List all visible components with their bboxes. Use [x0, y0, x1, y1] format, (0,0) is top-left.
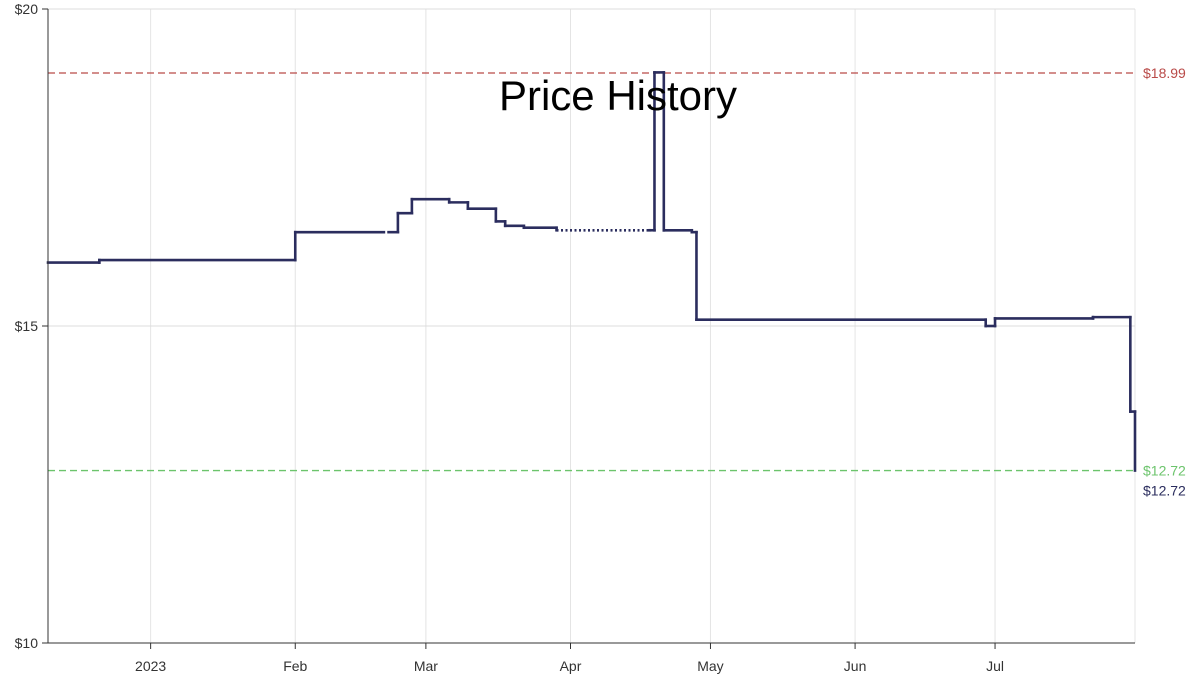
axes: 2023 Feb Mar Apr May Jun Jul $10 $15 $20 $12.72 [15, 1, 1186, 674]
x-tick-label: Jul [986, 658, 1004, 674]
y-tick-label: $10 [15, 635, 39, 651]
reference-line-label: $18.99 [1143, 65, 1186, 81]
current-price-label: $12.72 [1143, 483, 1186, 499]
x-tick-label: Mar [414, 658, 438, 674]
x-tick-label: May [697, 658, 723, 674]
reference-lines: $18.99 $12.72 [48, 65, 1186, 479]
reference-line-label: $12.72 [1143, 463, 1186, 479]
series-layer [46, 71, 1137, 472]
chart-title: Price History [499, 72, 737, 119]
x-tick-label: Feb [283, 658, 307, 674]
x-tick-label: 2023 [135, 658, 166, 674]
y-tick-label: $15 [15, 318, 39, 334]
x-tick-label: Apr [560, 658, 582, 674]
x-tick-label: Jun [844, 658, 867, 674]
y-tick-label: $20 [15, 1, 39, 17]
